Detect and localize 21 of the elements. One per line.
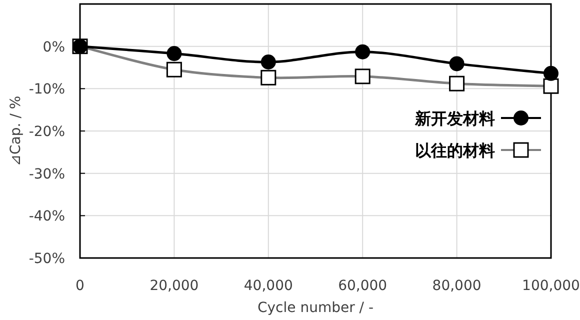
- x-tick-label: 0: [76, 278, 84, 294]
- point: [355, 44, 370, 60]
- y-tick-label: -20%: [28, 124, 65, 140]
- x-tick-label: 40,000: [244, 278, 293, 294]
- point: [449, 56, 464, 72]
- x-axis-title: Cycle number / -: [257, 300, 374, 316]
- y-tick-label: -40%: [28, 208, 65, 225]
- point: [260, 54, 276, 70]
- x-tick-label: 60,000: [338, 278, 388, 294]
- x-tick-label: 80,000: [432, 278, 482, 294]
- y-tick-label: -50%: [28, 251, 65, 267]
- legend-label: 以往的材料: [415, 141, 495, 160]
- y-tick-label: 0%: [42, 39, 65, 56]
- point: [544, 66, 558, 81]
- x-tick-label: 100,000: [522, 278, 580, 294]
- x-tick-label: 20,000: [150, 278, 199, 294]
- y-tick-label: -10%: [28, 82, 65, 98]
- point: [166, 46, 182, 62]
- y-axis-title: ⊿Cap. / %: [8, 96, 24, 166]
- y-tick-label: -30%: [28, 166, 65, 182]
- legend-label: 新开发材料: [414, 109, 495, 128]
